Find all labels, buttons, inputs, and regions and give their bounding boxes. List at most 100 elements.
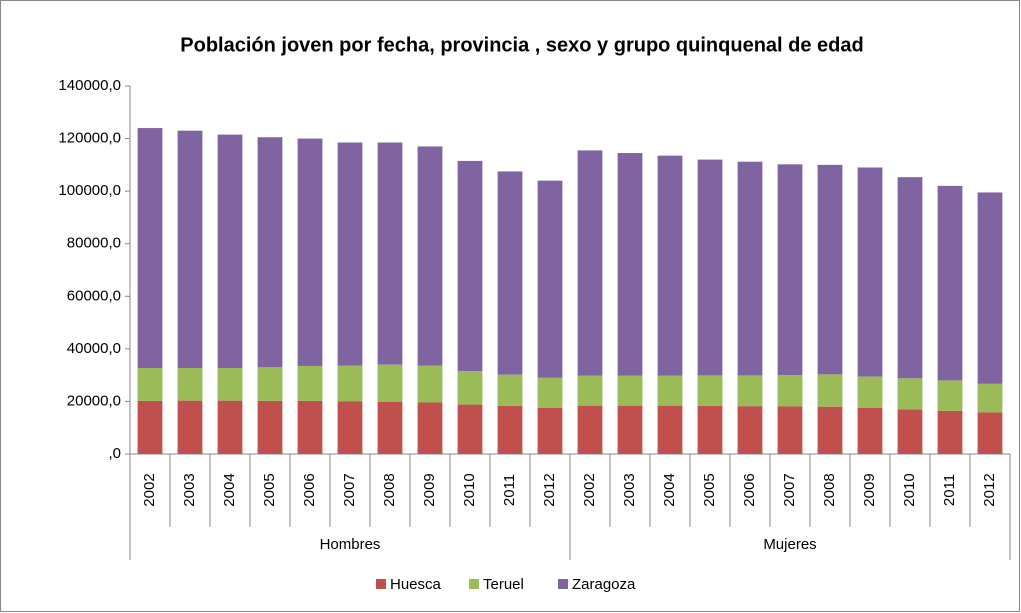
y-tick-label: 80000,0 bbox=[67, 235, 121, 252]
legend-swatch bbox=[376, 579, 386, 589]
x-tick-label: 2010 bbox=[461, 473, 478, 506]
bar-segment bbox=[457, 404, 483, 454]
x-tick-label: 2008 bbox=[821, 473, 838, 506]
bar-segment bbox=[177, 130, 203, 369]
x-tick-label: 2002 bbox=[141, 473, 158, 506]
bar-segment bbox=[217, 134, 243, 369]
bar-segment bbox=[377, 142, 403, 365]
bar-segment bbox=[977, 383, 1003, 413]
bar-segment bbox=[737, 406, 763, 454]
x-tick-label: 2010 bbox=[901, 473, 918, 506]
bar-segment bbox=[817, 164, 843, 375]
group-label: Mujeres bbox=[763, 536, 816, 553]
x-tick-label: 2012 bbox=[541, 473, 558, 506]
x-tick-label: 2011 bbox=[501, 474, 518, 506]
bar-segment bbox=[577, 150, 603, 376]
bar-segment bbox=[897, 409, 923, 454]
y-tick-label: 120000,0 bbox=[58, 130, 121, 147]
legend-swatch bbox=[558, 579, 568, 589]
bar-segment bbox=[337, 142, 363, 366]
bar-segment bbox=[697, 159, 723, 376]
bar-segment bbox=[177, 368, 203, 401]
legend-label: Huesca bbox=[390, 576, 442, 593]
bar-segment bbox=[417, 146, 443, 366]
x-tick-label: 2005 bbox=[261, 473, 278, 506]
x-tick-label: 2005 bbox=[701, 473, 718, 506]
bar-segment bbox=[657, 405, 683, 454]
chart-title: Población joven por fecha, provincia , s… bbox=[180, 34, 863, 56]
bar-segment bbox=[137, 368, 163, 401]
bar-segment bbox=[657, 155, 683, 376]
bar-segment bbox=[257, 367, 283, 401]
bar-segment bbox=[977, 192, 1003, 384]
bar-segment bbox=[537, 377, 563, 408]
bar-segment bbox=[777, 164, 803, 376]
bar-segment bbox=[977, 412, 1003, 454]
y-tick-label: 100000,0 bbox=[58, 182, 121, 199]
bar-segment bbox=[137, 400, 163, 454]
bar-segment bbox=[217, 400, 243, 454]
y-tick-label: 20000,0 bbox=[67, 392, 121, 409]
y-tick-label: 140000,0 bbox=[58, 77, 121, 94]
bar-segment bbox=[377, 364, 403, 402]
bar-segment bbox=[577, 375, 603, 406]
bar-segment bbox=[297, 138, 323, 366]
bar-segment bbox=[777, 406, 803, 454]
bar-segment bbox=[937, 380, 963, 411]
legend-label: Zaragoza bbox=[572, 576, 636, 593]
bar-segment bbox=[937, 185, 963, 381]
legend-swatch bbox=[469, 579, 479, 589]
bar-segment bbox=[577, 405, 603, 454]
bar-segment bbox=[297, 400, 323, 454]
bar-segment bbox=[537, 407, 563, 454]
bar-segment bbox=[697, 405, 723, 454]
x-tick-label: 2006 bbox=[741, 473, 758, 506]
bar-segment bbox=[737, 375, 763, 407]
bar-segment bbox=[377, 401, 403, 454]
bar-segment bbox=[857, 407, 883, 454]
bar-segment bbox=[257, 137, 283, 368]
bar-segment bbox=[457, 160, 483, 372]
bar-segment bbox=[817, 374, 843, 407]
x-tick-label: 2007 bbox=[341, 473, 358, 506]
bar-segment bbox=[137, 128, 163, 369]
bar-segment bbox=[897, 177, 923, 379]
bar-segment bbox=[457, 371, 483, 405]
bar-segment bbox=[737, 161, 763, 376]
bar-segment bbox=[537, 180, 563, 378]
x-tick-label: 2009 bbox=[861, 473, 878, 506]
bar-segment bbox=[697, 375, 723, 406]
x-tick-label: 2008 bbox=[381, 473, 398, 506]
y-tick-label: 60000,0 bbox=[67, 287, 121, 304]
bar-segment bbox=[337, 401, 363, 454]
bar-segment bbox=[617, 153, 643, 376]
bar-segment bbox=[617, 405, 643, 454]
x-tick-label: 2011 bbox=[941, 474, 958, 506]
bar-segment bbox=[257, 400, 283, 454]
bar-segment bbox=[497, 405, 523, 454]
bar-segment bbox=[817, 406, 843, 454]
x-tick-label: 2004 bbox=[661, 473, 678, 506]
group-label: Hombres bbox=[320, 536, 381, 553]
bar-segment bbox=[777, 375, 803, 407]
bar-segment bbox=[217, 368, 243, 401]
bar-segment bbox=[857, 376, 883, 408]
x-tick-label: 2012 bbox=[981, 473, 998, 506]
y-tick-label: ,0 bbox=[108, 445, 121, 462]
bar-segment bbox=[297, 365, 323, 401]
x-tick-label: 2002 bbox=[581, 473, 598, 506]
bar-segment bbox=[497, 171, 523, 375]
x-tick-label: 2006 bbox=[301, 473, 318, 506]
bar-segment bbox=[937, 410, 963, 454]
bar-segment bbox=[497, 374, 523, 406]
bar-segment bbox=[617, 375, 643, 406]
x-tick-label: 2003 bbox=[621, 473, 638, 506]
bar-segment bbox=[657, 375, 683, 406]
x-tick-label: 2003 bbox=[181, 473, 198, 506]
x-tick-label: 2004 bbox=[221, 473, 238, 506]
bar-segment bbox=[337, 365, 363, 402]
y-tick-label: 40000,0 bbox=[67, 340, 121, 357]
bar-segment bbox=[897, 378, 923, 410]
legend-label: Teruel bbox=[483, 576, 524, 593]
